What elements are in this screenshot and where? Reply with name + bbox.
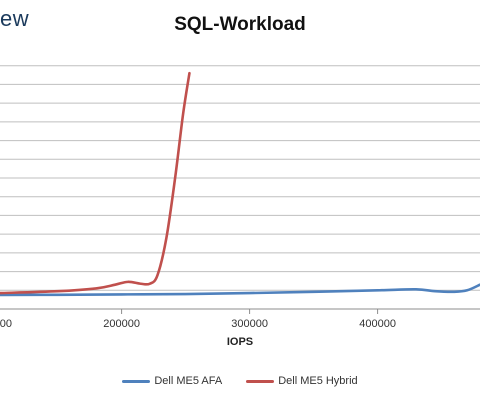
x-tick-label-400000: 400000 [359,318,396,330]
legend-swatch-hybrid [246,379,275,383]
series-line-hybrid [0,71,191,295]
legend-item-hybrid: Dell ME5 Hybrid [246,375,358,387]
x-tick-label-100000: 100000 [0,318,12,330]
legend: Dell ME5 AFA Dell ME5 Hybrid [0,375,480,387]
series-line-afa [0,283,480,297]
series-lines [0,71,480,297]
chart-title: SQL-Workload [174,14,306,35]
legend-label-hybrid: Dell ME5 Hybrid [278,375,358,387]
x-tick-label-200000: 200000 [103,318,140,330]
legend-swatch-afa [122,379,151,383]
x-axis-label: IOPS [226,336,254,348]
x-tick-labels: 100000 200000 300000 400000 [0,318,396,330]
x-tick-label-300000: 300000 [231,318,268,330]
axes [0,308,480,314]
legend-label-afa: Dell ME5 AFA [154,375,223,387]
brand-logo-fragment: ew [0,6,30,31]
legend-item-afa: Dell ME5 AFA [122,375,222,387]
gridlines [0,65,480,291]
